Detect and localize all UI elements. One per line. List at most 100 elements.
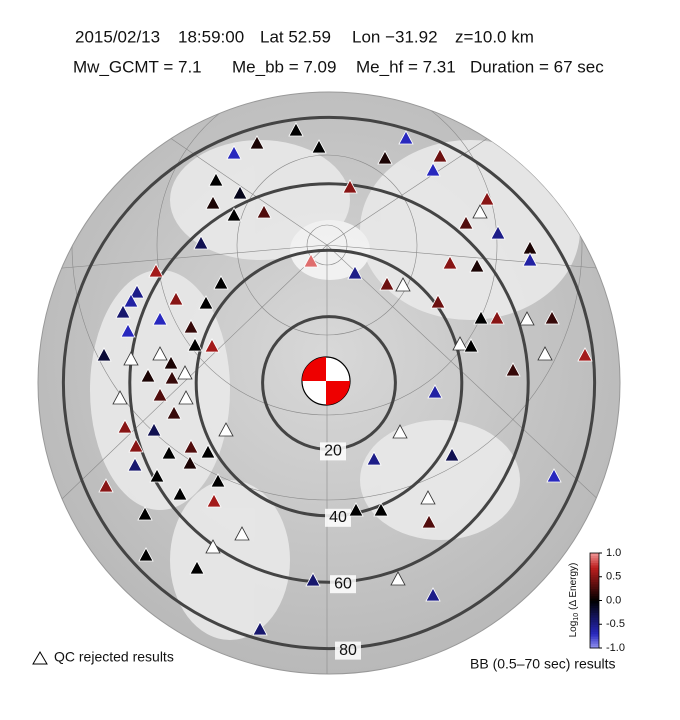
rejected-station bbox=[234, 526, 250, 541]
station bbox=[96, 347, 112, 362]
station bbox=[117, 419, 133, 434]
colorbar-step bbox=[590, 619, 599, 623]
station bbox=[348, 502, 364, 517]
station bbox=[505, 362, 521, 377]
station bbox=[522, 252, 538, 267]
ring-label: 80 bbox=[339, 642, 357, 659]
colorbar-step bbox=[590, 553, 599, 556]
ring-label-bg bbox=[320, 442, 346, 461]
station bbox=[311, 139, 327, 154]
station bbox=[373, 502, 389, 517]
station bbox=[140, 368, 156, 383]
colorbar-label-log: Log bbox=[568, 621, 579, 638]
colorbar-step bbox=[590, 562, 599, 566]
rejected-station bbox=[178, 390, 194, 405]
station bbox=[442, 255, 458, 270]
station bbox=[305, 572, 321, 587]
colorbar-step bbox=[590, 626, 599, 630]
rejected-station bbox=[123, 351, 139, 366]
station bbox=[252, 621, 268, 636]
station bbox=[152, 387, 168, 402]
station bbox=[427, 384, 443, 399]
colorbar-step bbox=[590, 638, 599, 642]
colorbar-step bbox=[590, 569, 599, 573]
colorbar-step bbox=[590, 612, 599, 616]
station bbox=[490, 225, 506, 240]
rejected-station bbox=[390, 571, 406, 586]
colorbar-step bbox=[590, 564, 599, 568]
colorbar-step bbox=[590, 583, 599, 587]
station bbox=[288, 122, 304, 137]
colorbar-tick-label: 0.0 bbox=[606, 594, 621, 606]
colorbar-step bbox=[590, 581, 599, 585]
stations bbox=[96, 122, 593, 636]
station bbox=[463, 338, 479, 353]
colorbar-label: Log10 (Δ Energy) bbox=[568, 563, 580, 638]
legend-triangle bbox=[32, 651, 48, 665]
colorbar-step bbox=[590, 595, 599, 599]
station bbox=[206, 493, 222, 508]
colorbar-step bbox=[590, 579, 599, 582]
ring-label-bg bbox=[330, 575, 356, 594]
station bbox=[149, 468, 165, 483]
station bbox=[546, 468, 562, 483]
station bbox=[152, 311, 168, 326]
rejected-station bbox=[112, 390, 128, 405]
rejected-station bbox=[177, 365, 193, 380]
me-bb: Me_bb = 7.09 bbox=[232, 57, 336, 76]
station bbox=[166, 405, 182, 420]
time: 18:59:00 bbox=[178, 27, 244, 46]
rejected-station bbox=[519, 311, 535, 326]
colorbar-step bbox=[590, 602, 599, 606]
ring-label: 60 bbox=[334, 575, 352, 592]
station bbox=[256, 204, 272, 219]
colorbar-tick-label: -0.5 bbox=[606, 618, 625, 630]
station bbox=[577, 347, 593, 362]
station bbox=[172, 486, 188, 501]
station bbox=[430, 294, 446, 309]
colorbar-step bbox=[590, 645, 599, 649]
colorbar-step bbox=[590, 593, 599, 597]
station bbox=[205, 195, 221, 210]
station bbox=[210, 473, 226, 488]
colorbar-label-sub: 10 bbox=[573, 613, 580, 621]
station bbox=[232, 185, 248, 200]
colorbar: Log10 (Δ Energy) 1.0 0.5 0.0 -0.5 -1.0 bbox=[568, 547, 625, 654]
station bbox=[204, 338, 220, 353]
station bbox=[425, 587, 441, 602]
station bbox=[183, 439, 199, 454]
station bbox=[444, 447, 460, 462]
duration: Duration = 67 sec bbox=[470, 57, 604, 76]
depth: z=10.0 km bbox=[455, 27, 534, 46]
colorbar-step bbox=[590, 631, 599, 635]
mw-gcmt: Mw_GCMT = 7.1 bbox=[73, 57, 202, 76]
focal-mechanism bbox=[301, 356, 351, 406]
station bbox=[127, 457, 143, 472]
rejected-station bbox=[420, 490, 436, 505]
colorbar-step bbox=[590, 557, 599, 561]
station bbox=[200, 444, 216, 459]
colorbar-step bbox=[590, 633, 599, 637]
colorbar-step bbox=[590, 621, 599, 625]
distance-ring bbox=[128, 182, 530, 584]
rejected-station bbox=[205, 539, 221, 554]
longitude: Lon −31.92 bbox=[352, 27, 438, 46]
station bbox=[226, 145, 242, 160]
latitude: Lat 52.59 bbox=[260, 27, 331, 46]
rejected-station bbox=[218, 422, 234, 437]
colorbar-step bbox=[590, 607, 599, 611]
station bbox=[469, 258, 485, 273]
station bbox=[421, 514, 437, 529]
colorbar-step bbox=[590, 591, 599, 594]
colorbar-step bbox=[590, 574, 599, 578]
legend: QC rejected results BB (0.5–70 sec) resu… bbox=[32, 649, 616, 672]
colorbar-step bbox=[590, 617, 599, 620]
station bbox=[193, 235, 209, 250]
station bbox=[342, 179, 358, 194]
colorbar-step bbox=[590, 629, 599, 632]
station bbox=[377, 150, 393, 165]
colorbar-step bbox=[590, 598, 599, 601]
station bbox=[115, 304, 131, 319]
station bbox=[213, 275, 229, 290]
